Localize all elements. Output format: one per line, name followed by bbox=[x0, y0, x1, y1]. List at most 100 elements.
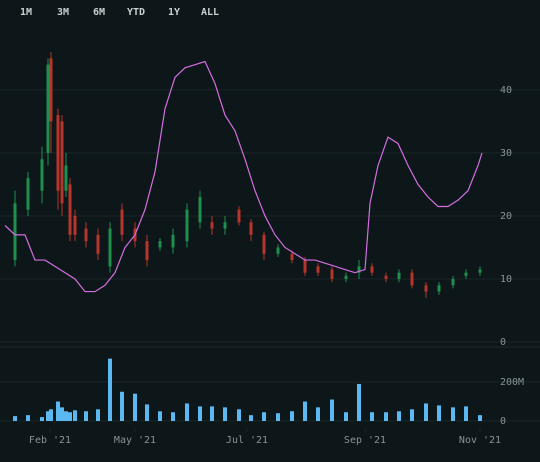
candle-body bbox=[330, 269, 334, 279]
range-button[interactable]: 3M bbox=[57, 7, 69, 18]
volume-bar bbox=[68, 412, 72, 421]
volume-bar bbox=[424, 403, 428, 421]
volume-bar bbox=[60, 407, 64, 421]
candle-body bbox=[262, 234, 266, 254]
candle-body bbox=[108, 228, 112, 267]
candle-body bbox=[316, 266, 320, 273]
volume-bar bbox=[276, 413, 280, 421]
range-button[interactable]: YTD bbox=[127, 7, 145, 18]
candle-body bbox=[478, 269, 482, 273]
volume-bar bbox=[249, 415, 253, 421]
candle-body bbox=[145, 241, 149, 261]
volume-bar bbox=[84, 411, 88, 421]
volume-bar bbox=[384, 412, 388, 421]
y-tick-label: 0 bbox=[500, 337, 506, 348]
candle-body bbox=[171, 234, 175, 248]
volume-bar bbox=[96, 409, 100, 421]
candle-body bbox=[424, 285, 428, 292]
volume-bar bbox=[210, 406, 214, 421]
range-button[interactable]: 6M bbox=[93, 7, 105, 18]
y-tick-label: 20 bbox=[500, 211, 512, 222]
volume-bar bbox=[478, 415, 482, 421]
range-button[interactable]: 1M bbox=[20, 7, 32, 18]
candle-body bbox=[397, 272, 401, 279]
volume-bar bbox=[198, 406, 202, 421]
volume-bar bbox=[303, 401, 307, 421]
candle-body bbox=[73, 215, 77, 235]
candle-body bbox=[46, 64, 50, 153]
volume-bar bbox=[120, 391, 124, 421]
candle-body bbox=[451, 278, 455, 286]
y-tick-label: 40 bbox=[500, 85, 512, 96]
volume-bar bbox=[437, 405, 441, 421]
candle-body bbox=[464, 272, 468, 276]
volume-bar bbox=[262, 412, 266, 421]
candle-body bbox=[120, 209, 124, 235]
moving-average-line bbox=[4, 60, 483, 293]
candle-body bbox=[49, 58, 53, 122]
candle-body bbox=[223, 222, 227, 229]
candle-body bbox=[370, 266, 374, 273]
volume-bar bbox=[357, 383, 361, 421]
volume-bar bbox=[370, 412, 374, 421]
candle-body bbox=[68, 184, 72, 235]
y-tick-label: 30 bbox=[500, 148, 512, 159]
candle-body bbox=[249, 222, 253, 235]
volume-bar bbox=[158, 411, 162, 421]
candle-body bbox=[185, 209, 189, 242]
range-button[interactable]: 1Y bbox=[168, 7, 180, 18]
candle-body bbox=[40, 159, 44, 191]
volume-bar bbox=[171, 412, 175, 421]
volume-bar bbox=[49, 409, 53, 421]
volume-bar bbox=[64, 411, 68, 421]
volume-bar bbox=[397, 411, 401, 421]
candle-body bbox=[60, 121, 64, 204]
candle-body bbox=[437, 285, 441, 292]
candle-body bbox=[357, 266, 361, 273]
candle-body bbox=[158, 241, 162, 248]
volume-bar bbox=[185, 403, 189, 421]
volume-bar bbox=[344, 412, 348, 421]
candle-body bbox=[303, 260, 307, 273]
x-tick-label: May '21 bbox=[114, 435, 156, 446]
volume-bar bbox=[330, 399, 334, 421]
candle-body bbox=[290, 253, 294, 261]
volume-bar bbox=[108, 358, 112, 421]
volume-bar bbox=[464, 406, 468, 421]
candle-body bbox=[210, 222, 214, 229]
y-tick-label: 200M bbox=[500, 377, 524, 388]
candle-body bbox=[198, 197, 202, 223]
y-tick-label: 10 bbox=[500, 274, 512, 285]
volume-bar bbox=[145, 404, 149, 421]
candle-body bbox=[64, 165, 68, 191]
x-tick-label: Nov '21 bbox=[459, 435, 501, 446]
volume-bar bbox=[13, 416, 17, 421]
x-tick-label: Feb '21 bbox=[29, 435, 71, 446]
candle-body bbox=[13, 203, 17, 261]
volume-bar bbox=[410, 409, 414, 421]
candle-body bbox=[344, 275, 348, 279]
candle-body bbox=[96, 234, 100, 254]
candle-body bbox=[410, 272, 414, 286]
candle-body bbox=[276, 247, 280, 254]
volume-bar bbox=[237, 409, 241, 421]
volume-bar bbox=[46, 411, 50, 421]
volume-bar bbox=[73, 410, 77, 421]
volume-bar bbox=[40, 417, 44, 421]
volume-bar bbox=[223, 407, 227, 421]
range-button[interactable]: ALL bbox=[201, 7, 219, 18]
x-tick-label: Jul '21 bbox=[226, 435, 268, 446]
volume-bar bbox=[56, 401, 60, 421]
candle-body bbox=[56, 115, 60, 191]
volume-bar bbox=[26, 415, 30, 421]
x-tick-label: Sep '21 bbox=[344, 435, 386, 446]
volume-bar bbox=[451, 407, 455, 421]
candle-body bbox=[84, 228, 88, 242]
volume-bar bbox=[133, 393, 137, 421]
volume-bar bbox=[316, 407, 320, 421]
volume-bar bbox=[290, 411, 294, 421]
candle-body bbox=[384, 275, 388, 279]
candle-body bbox=[237, 209, 241, 223]
candle-body bbox=[26, 178, 30, 210]
